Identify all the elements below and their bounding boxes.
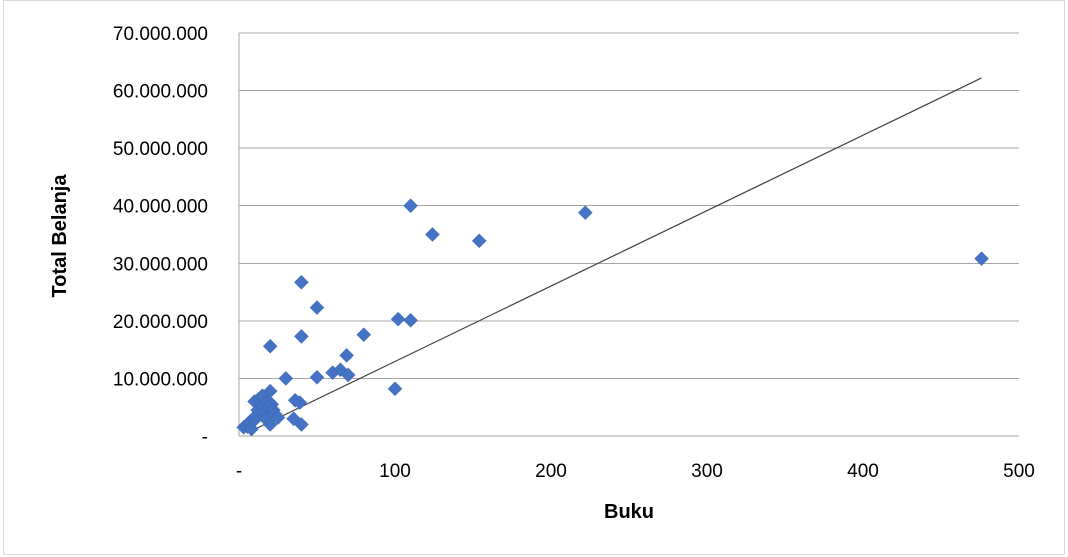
x-tick-label: - xyxy=(236,461,242,482)
x-axis-ticks: - 100 200 300 400 500 xyxy=(236,461,1035,482)
x-tick-label: 200 xyxy=(535,461,567,482)
x-axis-title: Buku xyxy=(604,501,654,523)
data-point xyxy=(339,348,354,363)
data-point xyxy=(262,338,278,354)
data-point xyxy=(387,381,403,397)
data-point xyxy=(262,383,278,399)
y-tick-label: - xyxy=(202,427,208,448)
data-point xyxy=(309,369,325,385)
data-point xyxy=(294,329,309,344)
y-tick-label: 70.000.000 xyxy=(113,24,208,45)
y-tick-label: 20.000.000 xyxy=(113,312,208,333)
trendline xyxy=(246,77,982,434)
y-axis-ticks: - 10.000.000 20.000.000 30.000.000 40.000.00… xyxy=(113,24,208,448)
data-point xyxy=(270,410,286,425)
data-point xyxy=(292,395,308,410)
data-point xyxy=(294,417,309,432)
y-tick-label: 10.000.000 xyxy=(113,369,208,390)
data-point xyxy=(294,274,309,290)
x-tick-label: 100 xyxy=(379,461,411,482)
data-point xyxy=(403,198,418,214)
data-point xyxy=(403,312,418,328)
x-tick-label: 500 xyxy=(1003,461,1035,482)
data-point xyxy=(356,327,372,343)
y-tick-label: 40.000.000 xyxy=(113,197,208,218)
y-tick-label: 30.000.000 xyxy=(113,254,208,275)
data-point xyxy=(974,251,989,267)
data-point xyxy=(340,367,356,383)
y-axis-title: Total Belanja xyxy=(49,174,71,298)
x-tick-label: 400 xyxy=(847,461,879,482)
data-point xyxy=(309,300,325,315)
data-point xyxy=(577,205,593,220)
y-tick-label: 50.000.000 xyxy=(113,139,208,160)
x-tick-label: 300 xyxy=(691,461,723,482)
chart-frame xyxy=(3,0,1065,555)
grid-lines xyxy=(238,32,1019,437)
data-point xyxy=(278,371,294,386)
data-point xyxy=(390,311,406,327)
trendline-group xyxy=(246,77,982,434)
data-points xyxy=(236,198,989,437)
data-point xyxy=(471,233,487,249)
data-point xyxy=(425,227,440,242)
y-tick-label: 60.000.000 xyxy=(113,82,208,103)
data-point xyxy=(244,421,259,437)
data-point xyxy=(262,417,278,432)
